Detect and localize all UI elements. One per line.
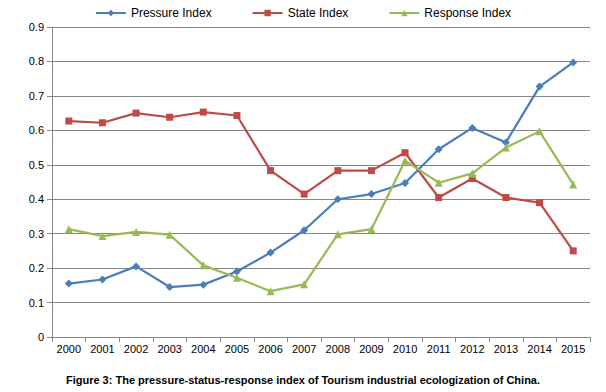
svg-text:State Index: State Index [288, 6, 349, 20]
svg-text:2009: 2009 [359, 343, 383, 355]
svg-text:2010: 2010 [393, 343, 417, 355]
svg-text:2005: 2005 [225, 343, 249, 355]
svg-text:0.5: 0.5 [29, 159, 44, 171]
svg-text:2012: 2012 [460, 343, 484, 355]
svg-text:2000: 2000 [57, 343, 81, 355]
svg-text:Pressure Index: Pressure Index [131, 6, 212, 20]
svg-text:2006: 2006 [258, 343, 282, 355]
svg-text:2002: 2002 [124, 343, 148, 355]
svg-text:2015: 2015 [561, 343, 585, 355]
svg-text:2008: 2008 [326, 343, 350, 355]
svg-text:2007: 2007 [292, 343, 316, 355]
svg-text:0.4: 0.4 [29, 193, 44, 205]
svg-text:0.3: 0.3 [29, 228, 44, 240]
svg-text:Response Index: Response Index [424, 6, 511, 20]
svg-text:2013: 2013 [494, 343, 518, 355]
svg-text:2001: 2001 [90, 343, 114, 355]
svg-text:2014: 2014 [527, 343, 551, 355]
svg-text:0.7: 0.7 [29, 90, 44, 102]
svg-text:0.6: 0.6 [29, 124, 44, 136]
svg-text:0.9: 0.9 [29, 21, 44, 33]
svg-text:0: 0 [38, 331, 44, 343]
svg-text:0.8: 0.8 [29, 55, 44, 67]
svg-text:0.2: 0.2 [29, 262, 44, 274]
svg-text:0.1: 0.1 [29, 297, 44, 309]
svg-text:Figure 3: The pressure-status-: Figure 3: The pressure-status-response i… [66, 374, 540, 386]
svg-text:2011: 2011 [427, 343, 451, 355]
svg-text:2003: 2003 [157, 343, 181, 355]
svg-text:2004: 2004 [191, 343, 215, 355]
